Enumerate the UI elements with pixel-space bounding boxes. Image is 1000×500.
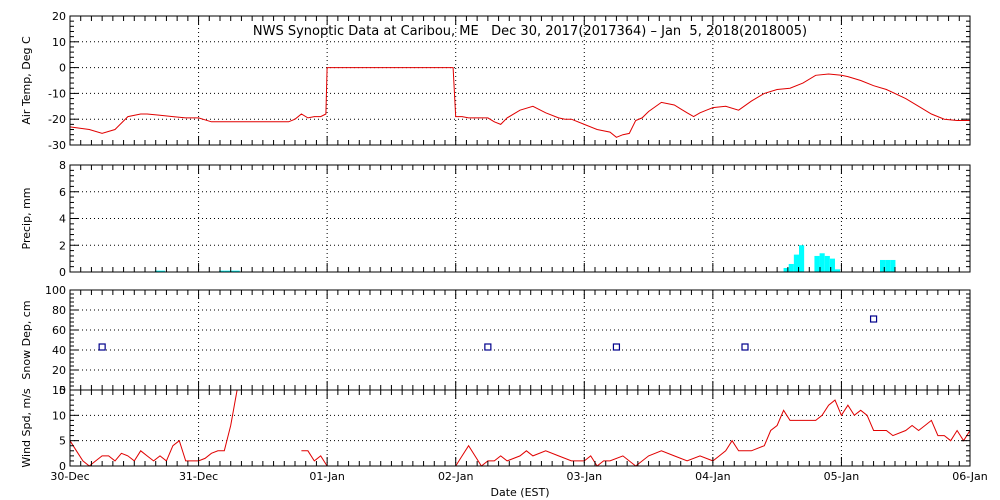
snow-depth-point	[612, 343, 621, 351]
precip-bar	[890, 259, 896, 272]
snow_depth-panel-frame	[69, 289, 971, 391]
y-tick-label: 0	[59, 460, 66, 473]
y-tick-label: 6	[59, 186, 66, 199]
y-tick-label: 0	[59, 266, 66, 279]
precip-bar	[160, 270, 166, 272]
wind_speed-panel-frame	[69, 389, 971, 467]
precip-bar	[234, 270, 240, 272]
y-tick-label: 15	[52, 384, 66, 397]
y-tick-label: 60	[52, 324, 66, 337]
y-tick-label: 2	[59, 239, 66, 252]
chart-title: NWS Synoptic Data at Caribou, ME Dec 30,…	[253, 24, 807, 39]
x-tick-label: 03-Jan	[567, 470, 603, 483]
wind_speed-series-line	[69, 389, 244, 467]
precip-y-axis-label: Precip, mm	[20, 188, 33, 250]
y-tick-label: 4	[59, 213, 66, 226]
snow-depth-point	[98, 343, 106, 351]
air_temp-series-line	[69, 67, 970, 138]
precip-bar	[793, 254, 799, 272]
y-tick-label: -20	[48, 113, 66, 126]
x-tick-label: 06-Jan	[952, 470, 988, 483]
y-tick-label: -30	[48, 139, 66, 152]
wind_speed-series-line	[301, 450, 328, 467]
y-tick-label: 5	[59, 435, 66, 448]
precip-bar	[880, 259, 886, 272]
x-tick-label: 05-Jan	[824, 470, 860, 483]
precip-bar	[829, 258, 835, 272]
x-axis-label: Date (EST)	[490, 486, 549, 499]
precip-bar	[824, 255, 830, 272]
x-tick-label: 04-Jan	[695, 470, 731, 483]
precip-bar	[788, 263, 794, 272]
y-tick-label: 10	[52, 409, 66, 422]
data-marks	[69, 67, 971, 467]
y-tick-label: 100	[45, 284, 66, 297]
precip-bar	[219, 270, 225, 272]
precip-bar	[783, 267, 789, 272]
precip-bar	[885, 259, 891, 272]
precip-bar	[814, 255, 820, 272]
wind_speed-series-line	[455, 399, 971, 467]
x-tick-label: 02-Jan	[438, 470, 474, 483]
snow_depth-y-axis-label: Snow Dep, cm	[20, 300, 33, 379]
snow-depth-point	[869, 315, 878, 323]
precip-bar	[835, 269, 841, 272]
y-tick-label: 20	[52, 10, 66, 23]
y-tick-label: 0	[59, 384, 66, 397]
x-tick-label: 30-Dec	[50, 470, 89, 483]
air_temp-y-axis-label: Air Temp, Deg C	[20, 36, 33, 125]
precip-bar	[229, 270, 235, 272]
y-tick-label: 10	[52, 36, 66, 49]
snow-depth-point	[484, 343, 492, 351]
y-tick-label: 8	[59, 159, 66, 172]
y-tick-label: 80	[52, 304, 66, 317]
y-tick-label: 0	[59, 62, 66, 75]
x-tick-label: 31-Dec	[179, 470, 218, 483]
precip-bar	[154, 270, 160, 272]
x-tick-label: 01-Jan	[309, 470, 345, 483]
panel-frames	[69, 15, 971, 467]
precip-bar	[819, 253, 825, 272]
snow-depth-point	[741, 343, 749, 351]
axis-labels: -30 -20 -10 0 10 20 Air Temp, Deg C 0 2 4 6 8 Precip…	[20, 10, 988, 483]
grid-lines	[70, 16, 970, 466]
y-tick-label: 40	[52, 344, 66, 357]
y-tick-label: -10	[48, 87, 66, 100]
precip-bar	[224, 270, 230, 272]
precip-bar	[799, 245, 805, 272]
wind_speed-y-axis-label: Wind Spd, m/s	[20, 388, 33, 468]
y-tick-label: 20	[52, 364, 66, 377]
